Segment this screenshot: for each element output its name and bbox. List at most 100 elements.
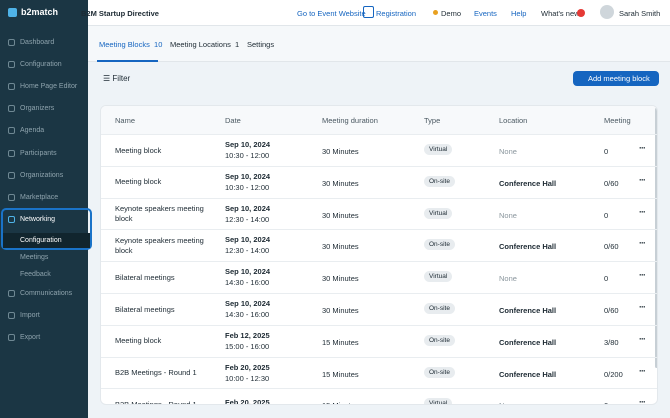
duration-cell: 15 Minutes bbox=[322, 401, 359, 404]
scrollbar[interactable] bbox=[655, 108, 657, 368]
filter-label: Filter bbox=[112, 74, 131, 83]
column-header[interactable]: Meeting duration bbox=[322, 116, 378, 125]
time-cell: 10:00 - 12:30 bbox=[225, 373, 270, 383]
nav-item[interactable]: Export bbox=[8, 334, 40, 341]
name-cell: B2B Meetings - Round 1 bbox=[115, 368, 197, 378]
nav-item[interactable]: Marketplace bbox=[8, 194, 58, 201]
meeting-cell: 0/60 bbox=[604, 242, 619, 252]
type-pill: On-site bbox=[424, 334, 455, 346]
sidebar: b2match Dashboard Configuration Home Pag… bbox=[0, 0, 92, 418]
date-cell: Feb 20, 2025 bbox=[225, 362, 270, 372]
column-header[interactable]: Type bbox=[424, 116, 441, 125]
name-cell: Bilateral meetings bbox=[115, 272, 175, 282]
location-cell: Conference Hall bbox=[499, 242, 557, 252]
duration-cell: 30 Minutes bbox=[322, 306, 359, 315]
table-row[interactable]: Meeting block Sep 10, 2024 10:30 - 12:00 30… bbox=[101, 165, 657, 198]
name-cell: Meeting block bbox=[115, 177, 162, 187]
name-cell: Bilateral meetings bbox=[115, 304, 175, 314]
events-link[interactable]: Events bbox=[474, 9, 497, 18]
row-menu[interactable]: ··· bbox=[639, 238, 646, 249]
nav-item[interactable]: Configuration bbox=[8, 61, 62, 68]
registration-icon bbox=[363, 6, 374, 18]
name-cell: Keynote speakers meeting block bbox=[115, 204, 204, 224]
event-link[interactable]: Go to Event Website bbox=[297, 9, 366, 18]
notification-badge bbox=[577, 9, 585, 17]
column-header[interactable]: Location bbox=[499, 116, 528, 125]
meeting-cell: 0/200 bbox=[604, 369, 623, 379]
registration-link[interactable]: Registration bbox=[376, 9, 417, 18]
meeting-cell: 0/60 bbox=[604, 178, 619, 188]
tab[interactable]: Meeting Blocks 10 bbox=[99, 40, 163, 49]
type-pill: On-site bbox=[424, 239, 455, 251]
column-header[interactable]: Date bbox=[225, 116, 241, 125]
row-menu[interactable]: ··· bbox=[639, 302, 646, 312]
demo-dot bbox=[433, 10, 438, 15]
column-header[interactable]: Meeting bbox=[604, 116, 631, 125]
name-cell: B2B Meetings - Round 1 bbox=[115, 399, 197, 405]
table-row[interactable]: Bilateral meetings Sep 10, 2024 14:30 - 16… bbox=[101, 261, 657, 293]
nav-item[interactable]: Networking bbox=[8, 216, 55, 223]
nav-item[interactable]: Organizations bbox=[8, 172, 63, 179]
nav-item[interactable]: Communications bbox=[8, 290, 72, 297]
duration-cell: 30 Minutes bbox=[322, 274, 359, 284]
date-cell: Sep 10, 2024 bbox=[225, 267, 271, 277]
type-pill: On-site bbox=[424, 303, 455, 314]
row-menu[interactable]: ··· bbox=[639, 174, 646, 185]
avatar[interactable] bbox=[600, 5, 614, 19]
user-name[interactable]: Sarah Smith bbox=[619, 9, 661, 18]
nav-item[interactable]: Home Page Editor bbox=[8, 83, 77, 90]
add-button[interactable]: Add meeting block bbox=[573, 71, 659, 86]
time-cell: 14:30 - 16:00 bbox=[225, 310, 270, 319]
time-cell: 10:30 - 12:00 bbox=[225, 151, 270, 160]
date-cell: Sep 10, 2024 bbox=[225, 171, 271, 181]
location-cell: Conference Hall bbox=[499, 369, 557, 379]
help-link[interactable]: Help bbox=[511, 9, 527, 18]
row-menu[interactable]: ··· bbox=[639, 270, 646, 281]
table-row[interactable]: Keynote speakers meeting block Sep 10, 20… bbox=[101, 229, 657, 261]
logo[interactable]: b2match bbox=[8, 7, 58, 17]
type-pill: Virtual bbox=[424, 398, 453, 404]
date-cell: Sep 10, 2024 bbox=[225, 203, 271, 213]
sub-nav-item[interactable]: Configuration bbox=[20, 237, 62, 244]
column-header[interactable]: Name bbox=[115, 116, 136, 125]
table-row[interactable]: Keynote speakers meeting block Sep 10, 20… bbox=[101, 197, 657, 230]
table-row[interactable]: Meeting block Sep 10, 2024 10:30 - 12:00 30… bbox=[101, 134, 657, 166]
date-cell: Sep 10, 2024 bbox=[225, 235, 271, 245]
location-cell: Conference Hall bbox=[499, 306, 557, 315]
row-menu[interactable]: ··· bbox=[639, 143, 646, 153]
nav-item[interactable]: Organizers bbox=[8, 105, 54, 112]
duration-cell: 15 Minutes bbox=[322, 369, 359, 379]
sub-nav-item[interactable]: Meetings bbox=[20, 254, 49, 261]
tab-bar bbox=[88, 26, 670, 62]
duration-cell: 30 Minutes bbox=[322, 242, 359, 252]
nav-item[interactable]: Dashboard bbox=[8, 39, 54, 46]
table-row[interactable]: Bilateral meetings Sep 10, 2024 14:30 - 16… bbox=[101, 293, 657, 325]
nav-item[interactable]: Agenda bbox=[8, 127, 44, 134]
tab[interactable]: Settings bbox=[247, 40, 275, 49]
nav-item[interactable]: Participants bbox=[8, 150, 57, 157]
row-menu[interactable]: ··· bbox=[639, 333, 646, 344]
meeting-cell: 0 bbox=[604, 274, 609, 284]
sub-nav-item[interactable]: Feedback bbox=[20, 271, 51, 278]
filter-button[interactable]: ☰ Filter bbox=[103, 74, 131, 83]
row-menu[interactable]: ··· bbox=[639, 206, 646, 217]
name-cell: Meeting block bbox=[115, 145, 162, 155]
row-menu[interactable]: ··· bbox=[639, 397, 646, 405]
date-cell: Sep 10, 2024 bbox=[225, 299, 271, 308]
duration-cell: 30 Minutes bbox=[322, 147, 359, 156]
demo-link[interactable]: Demo bbox=[441, 9, 462, 18]
row-menu[interactable]: ··· bbox=[639, 365, 646, 376]
table-row[interactable]: B2B Meetings - Round 1 Feb 20, 2025 10:00 … bbox=[101, 356, 657, 389]
location-cell: None bbox=[499, 147, 517, 156]
nav-item[interactable]: Import bbox=[8, 312, 40, 319]
time-cell: 15:00 - 16:00 bbox=[225, 341, 270, 351]
date-cell: Sep 10, 2024 bbox=[225, 140, 271, 149]
table-header bbox=[101, 106, 657, 134]
table-row[interactable]: B2B Meetings - Round 1 Feb 20, 2025 15 Min… bbox=[101, 388, 657, 405]
event-name: B2M Startup Directive bbox=[81, 9, 159, 18]
active-sub-bg bbox=[3, 233, 90, 248]
table-row[interactable]: Meeting block Feb 12, 2025 15:00 - 16:00 15… bbox=[101, 324, 657, 357]
whats-new[interactable]: What's new bbox=[541, 9, 580, 18]
tab[interactable]: Meeting Locations 1 bbox=[170, 40, 240, 49]
meeting-cell: 0/60 bbox=[604, 306, 619, 315]
